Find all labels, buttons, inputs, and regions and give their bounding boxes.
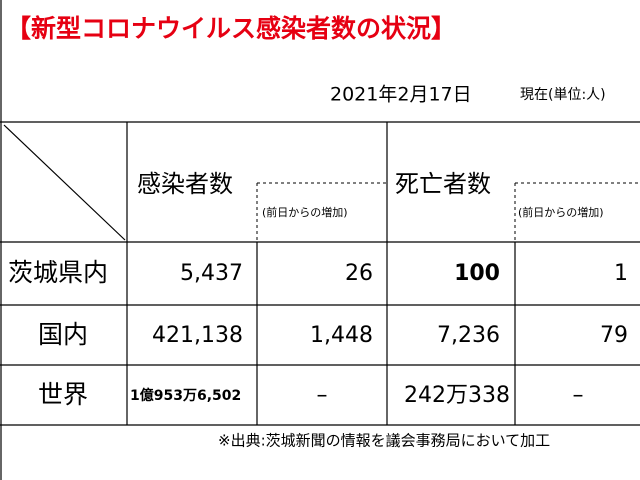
column-header: (前日からの増加) (262, 205, 348, 219)
row-label: 国内 (38, 320, 88, 349)
cell: – (317, 383, 328, 408)
cell: 242万338 (404, 383, 510, 408)
date: 2021年2月17日 (330, 84, 472, 106)
unit: 現在(単位:人) (520, 87, 606, 103)
cell: 1 (614, 261, 628, 286)
cell: 100 (454, 261, 500, 286)
cell: 421,138 (152, 323, 243, 348)
cell: 7,236 (437, 323, 500, 348)
column-header: 感染者数 (137, 170, 233, 198)
footnote: ※出典:茨城新聞の情報を議会事務局において加工 (218, 432, 550, 450)
cell: 1,448 (310, 323, 373, 348)
title: 【新型コロナウイルス感染者数の状況】 (6, 14, 456, 43)
column-header: 死亡者数 (395, 170, 491, 198)
row-label: 茨城県内 (8, 258, 108, 287)
cell: – (573, 383, 584, 408)
column-header: (前日からの増加) (518, 205, 604, 219)
cell: 26 (345, 261, 373, 286)
cell: 5,437 (180, 261, 243, 286)
cell: 79 (600, 323, 628, 348)
cell: 1億953万6,502 (130, 387, 241, 404)
row-label: 世界 (38, 380, 88, 409)
